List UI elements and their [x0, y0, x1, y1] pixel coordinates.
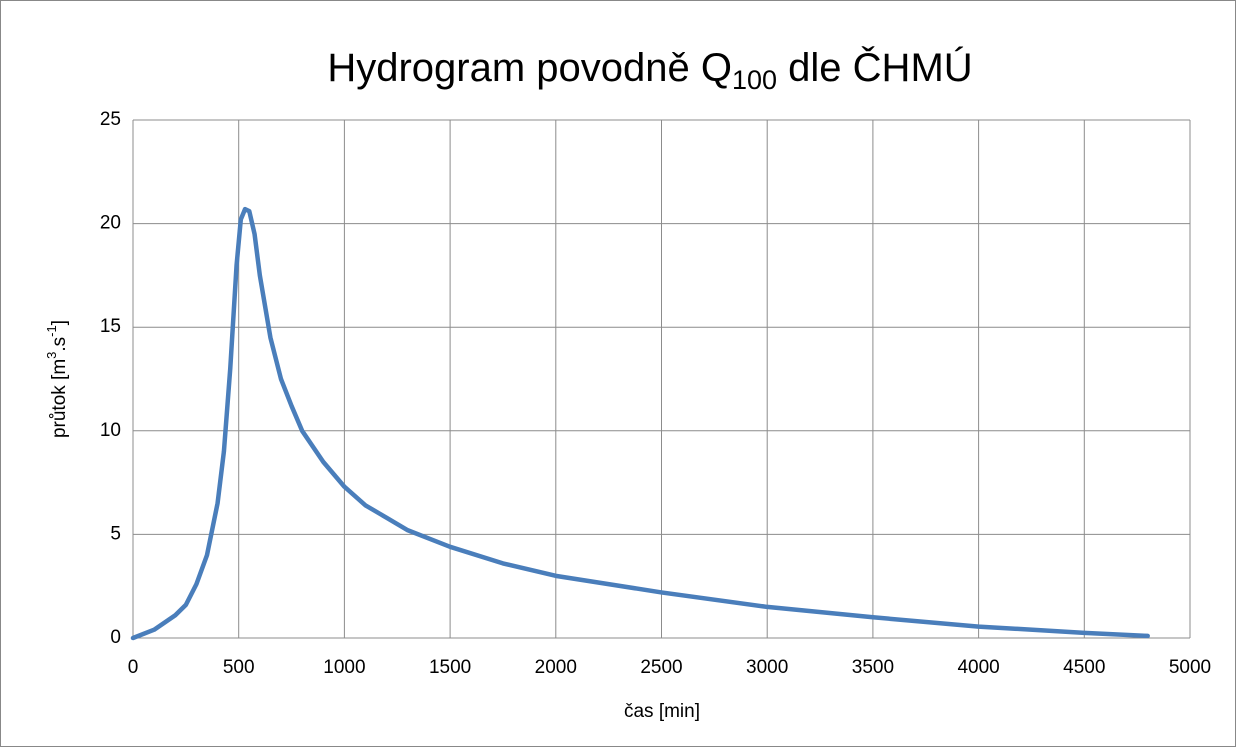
y-label-part: průtok [m [49, 359, 70, 438]
x-axis-label: čas [min] [624, 701, 700, 722]
y-tick-label: 15 [100, 316, 121, 337]
y-label-part: ] [49, 320, 70, 325]
title-subscript: 100 [732, 65, 777, 95]
chart-title: Hydrogram povodně Q100 dle ČHMÚ [327, 45, 972, 96]
y-label-superscript: -1 [44, 325, 59, 337]
x-tick-label: 500 [223, 657, 255, 678]
title-part: Hydrogram povodně Q [327, 46, 732, 90]
y-tick-label: 0 [110, 627, 121, 648]
x-tick-label: 3500 [852, 657, 894, 678]
title-part: dle ČHMÚ [777, 45, 973, 90]
x-tick-label: 2000 [535, 657, 577, 678]
x-tick-label: 1000 [323, 657, 365, 678]
x-tick-label: 0 [128, 657, 139, 678]
x-tick-label: 2500 [640, 657, 682, 678]
y-tick-label: 20 [100, 213, 121, 234]
y-label-superscript: 3 [44, 352, 59, 359]
x-tick-label: 1500 [429, 657, 471, 678]
y-label-part: .s [49, 337, 70, 352]
x-tick-label: 4000 [957, 657, 999, 678]
x-tick-label: 5000 [1169, 657, 1211, 678]
y-tick-label: 5 [110, 523, 121, 544]
x-tick-label: 4500 [1063, 657, 1105, 678]
y-tick-label: 25 [100, 109, 121, 130]
y-tick-label: 10 [100, 420, 121, 441]
x-tick-label: 3000 [746, 657, 788, 678]
y-axis-label: průtok [m3.s-1] [44, 320, 70, 438]
data-line [130, 206, 1150, 641]
